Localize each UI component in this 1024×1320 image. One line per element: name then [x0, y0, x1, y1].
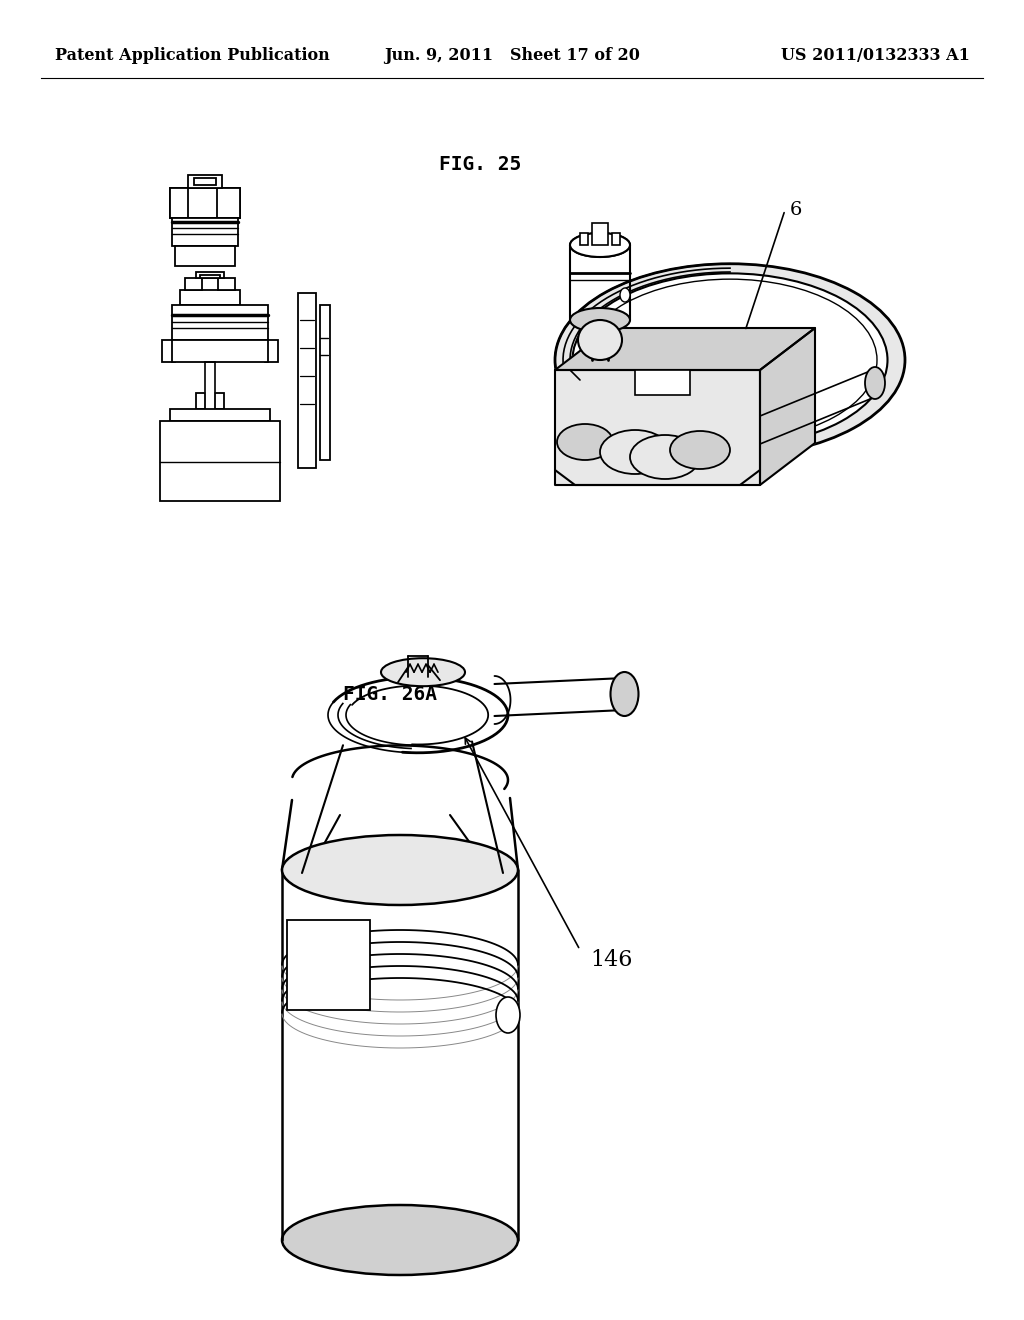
Ellipse shape — [570, 234, 630, 257]
Ellipse shape — [630, 436, 700, 479]
Bar — [170, 409, 270, 421]
Bar — [162, 341, 175, 362]
Text: Jun. 9, 2011   Sheet 17 of 20: Jun. 9, 2011 Sheet 17 of 20 — [384, 46, 640, 63]
Bar — [175, 246, 234, 267]
Bar — [215, 393, 224, 409]
Bar — [172, 341, 268, 362]
Bar — [298, 293, 316, 469]
Bar — [170, 187, 240, 218]
Ellipse shape — [557, 424, 613, 459]
Bar — [172, 218, 238, 246]
Polygon shape — [555, 370, 760, 484]
Bar — [635, 370, 690, 395]
Text: Patent Application Publication: Patent Application Publication — [55, 46, 330, 63]
Polygon shape — [760, 327, 815, 484]
Ellipse shape — [572, 273, 888, 446]
Text: 6: 6 — [790, 201, 803, 219]
Bar — [580, 234, 588, 246]
Polygon shape — [555, 327, 815, 370]
Ellipse shape — [865, 367, 885, 399]
Ellipse shape — [670, 432, 730, 469]
Bar — [170, 187, 188, 218]
Bar — [160, 421, 280, 502]
Bar — [196, 272, 224, 279]
Text: 146: 146 — [590, 949, 633, 972]
Bar — [188, 176, 222, 187]
Ellipse shape — [610, 672, 639, 715]
Bar — [612, 234, 620, 246]
Bar — [196, 393, 205, 409]
Ellipse shape — [570, 234, 630, 257]
Ellipse shape — [600, 430, 670, 474]
Ellipse shape — [578, 319, 622, 360]
Bar — [218, 279, 234, 290]
Bar — [592, 223, 608, 246]
Text: FIG. 26A: FIG. 26A — [343, 685, 437, 705]
Ellipse shape — [381, 659, 465, 686]
Bar — [287, 920, 370, 1010]
Bar — [217, 187, 240, 218]
Bar — [319, 305, 330, 459]
Bar — [194, 178, 216, 185]
Bar — [200, 275, 220, 279]
Bar — [185, 279, 202, 290]
Text: US 2011/0132333 A1: US 2011/0132333 A1 — [781, 46, 970, 63]
Ellipse shape — [583, 279, 877, 441]
Text: FIG. 25: FIG. 25 — [439, 156, 521, 174]
Bar — [172, 305, 268, 341]
Bar — [265, 341, 278, 362]
Ellipse shape — [282, 836, 518, 906]
Ellipse shape — [496, 997, 520, 1034]
Bar — [180, 290, 240, 305]
Ellipse shape — [555, 264, 905, 457]
Ellipse shape — [620, 288, 630, 302]
Ellipse shape — [282, 1205, 518, 1275]
Ellipse shape — [570, 308, 630, 333]
